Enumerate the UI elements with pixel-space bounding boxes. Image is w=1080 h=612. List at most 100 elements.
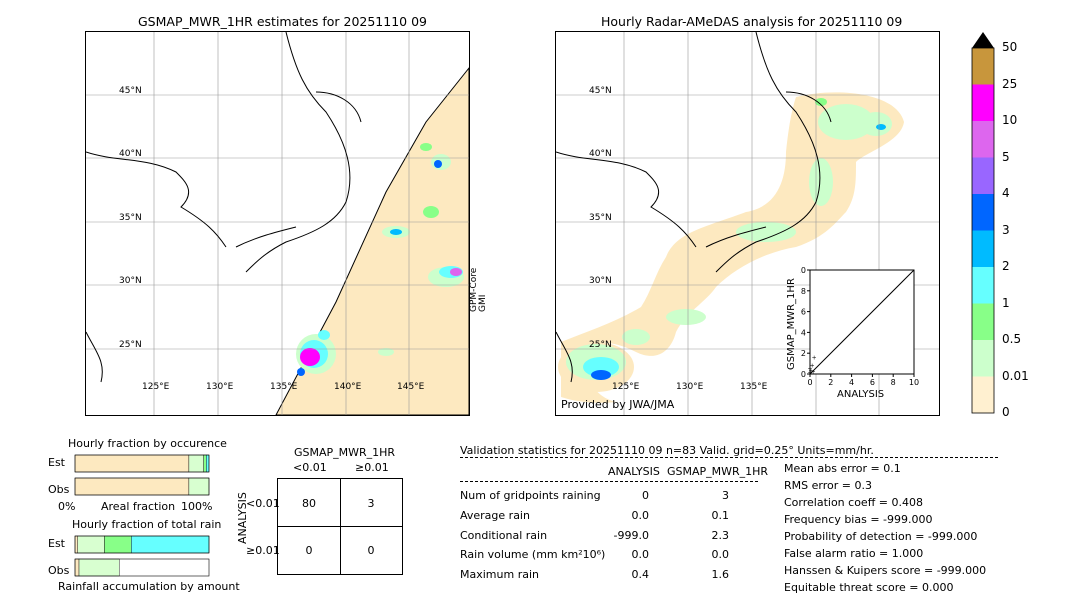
colorbar-frame xyxy=(971,47,995,414)
stacked-bar-frame xyxy=(74,535,210,554)
stacked-bar-segment xyxy=(203,454,207,473)
scatter-diagonal xyxy=(809,269,915,375)
score-line: Correlation coeff = 0.408 xyxy=(784,496,923,509)
left-lat-label: 30°N xyxy=(119,276,142,286)
contingency-row-label: <0.01 xyxy=(246,497,280,510)
scatter-ytick-label: 10 xyxy=(800,266,806,275)
contingency-table: 80 3 0 0 xyxy=(277,478,403,575)
validation-analysis-value: 0.0 xyxy=(631,509,650,522)
occ-tick-0: 0% xyxy=(58,500,76,513)
totalrain-title: Hourly fraction of total rain xyxy=(72,518,222,531)
occ-xlabel: Areal fraction xyxy=(101,500,176,513)
contingency-col-label: <0.01 xyxy=(293,461,327,474)
scatter-point: + xyxy=(807,366,812,373)
colorbar-segment xyxy=(972,303,994,340)
occurrence-bars xyxy=(74,454,210,496)
tr-cat-est: Est xyxy=(48,537,65,550)
validation-header: Validation statistics for 20251110 09 n=… xyxy=(460,444,874,457)
colorbar-label: 0.01 xyxy=(1002,368,1029,383)
occ-cat-obs: Obs xyxy=(48,483,70,496)
totalrain-bars xyxy=(74,535,210,577)
contingency-cell: 3 xyxy=(367,497,375,510)
contingency-cell: 0 xyxy=(305,544,313,557)
stacked-bar-frame xyxy=(74,454,210,473)
right-lat-label: 35°N xyxy=(589,213,612,223)
scatter-xtick-label: 10 xyxy=(909,378,919,387)
stacked-bar-segment xyxy=(74,558,80,577)
colorbar xyxy=(971,32,995,414)
validation-col-gsmap: GSMAP_MWR_1HR xyxy=(667,465,769,478)
scatter-point: + xyxy=(807,370,812,377)
stacked-bar-segment xyxy=(206,454,210,473)
occ-tick-100: 100% xyxy=(181,500,213,513)
left-lon-label: 140°E xyxy=(334,382,362,392)
stacked-bar-segment xyxy=(188,454,204,473)
score-line: Probability of detection = -999.000 xyxy=(784,530,978,543)
left-lon-label: 135°E xyxy=(270,382,298,392)
scatter-xtick-label: 6 xyxy=(870,378,875,387)
validation-row-label: Maximum rain xyxy=(460,568,539,581)
occ-cat-est: Est xyxy=(48,456,65,469)
left-map: 45°N 40°N 35°N 30°N 25°N 125°E 130°E 135… xyxy=(85,31,470,416)
colorbar-label: 3 xyxy=(1002,222,1010,237)
right-lat-label: 45°N xyxy=(589,86,612,96)
colorbar-label: 4 xyxy=(1002,186,1010,200)
validation-gsmap-value: 2.3 xyxy=(711,529,730,542)
scatter-xtick-label: 8 xyxy=(891,378,896,387)
contingency-col-label: ≥0.01 xyxy=(355,461,389,474)
left-lon-label: 125°E xyxy=(142,382,170,392)
colorbar-label: 50 xyxy=(1002,40,1018,54)
validation-analysis-value: -999.0 xyxy=(613,529,649,542)
colorbar-segment xyxy=(972,376,994,413)
scatter-point: + xyxy=(809,368,814,375)
score-line: Hanssen & Kuipers score = -999.000 xyxy=(784,564,987,577)
validation-gsmap-value: 0.1 xyxy=(711,509,730,522)
scatter-xtick-label: 0 xyxy=(807,378,812,387)
stacked-bar-frame xyxy=(74,558,210,577)
colorbar-segment xyxy=(972,121,994,158)
validation-col-analysis: ANALYSIS xyxy=(608,465,660,478)
contingency-cell: 0 xyxy=(367,544,375,557)
right-lon-label: 135°E xyxy=(740,382,768,392)
colorbar-label: 0 xyxy=(1002,405,1010,419)
scatter-ytick-label: 6 xyxy=(801,308,806,317)
colorbar-label: 1 xyxy=(1002,295,1010,310)
scatter-ytick-label: 2 xyxy=(801,349,806,358)
scatter-point: + xyxy=(811,369,816,376)
score-line: Equitable threat score = 0.000 xyxy=(784,581,954,594)
left-lon-label: 130°E xyxy=(206,382,234,392)
right-lat-label: 30°N xyxy=(589,276,612,286)
colorbar-extend-triangle xyxy=(972,32,994,48)
left-lat-label: 45°N xyxy=(119,86,142,96)
contingency-title: GSMAP_MWR_1HR xyxy=(294,446,396,459)
tr-cat-obs: Obs xyxy=(48,564,70,577)
scatter-ylabel: GSMAP_MWR_1HR xyxy=(786,278,797,370)
colorbar-segment xyxy=(972,157,994,194)
validation-gsmap-value: 1.6 xyxy=(711,568,730,581)
scatter-point: + xyxy=(810,363,815,370)
colorbar-label: 5 xyxy=(1002,149,1010,164)
swath-sensor-label: GPM-Core GMI xyxy=(469,267,488,312)
validation-row-label: Num of gridpoints raining xyxy=(460,489,601,502)
score-line: False alarm ratio = 1.000 xyxy=(784,547,924,560)
validation-row-label: Rain volume (mm km²10⁶) xyxy=(460,548,606,561)
right-lon-label: 125°E xyxy=(612,382,640,392)
left-lat-label: 35°N xyxy=(119,213,142,223)
stacked-bar-segment xyxy=(131,535,210,554)
colorbar-label: 25 xyxy=(1002,76,1018,91)
scatter-ytick-label: 8 xyxy=(801,287,806,296)
contingency-row-label: ≥0.01 xyxy=(246,544,280,557)
right-lat-label: 25°N xyxy=(589,340,612,350)
scatter-point: + xyxy=(812,354,817,361)
validation-row-label: Conditional rain xyxy=(460,529,548,542)
validation-analysis-value: 0.0 xyxy=(631,548,650,561)
stacked-bar-segment xyxy=(74,535,78,554)
scatter-xlabel: ANALYSIS xyxy=(837,389,885,400)
colorbar-segment xyxy=(972,267,994,304)
occurrence-title: Hourly fraction by occurence xyxy=(68,437,227,450)
stacked-bar-segment xyxy=(104,535,132,554)
stacked-bar-segment xyxy=(74,477,190,496)
score-line: Frequency bias = -999.000 xyxy=(784,513,933,526)
validation-analysis-value: 0.4 xyxy=(631,568,650,581)
right-lon-label: 130°E xyxy=(676,382,704,392)
